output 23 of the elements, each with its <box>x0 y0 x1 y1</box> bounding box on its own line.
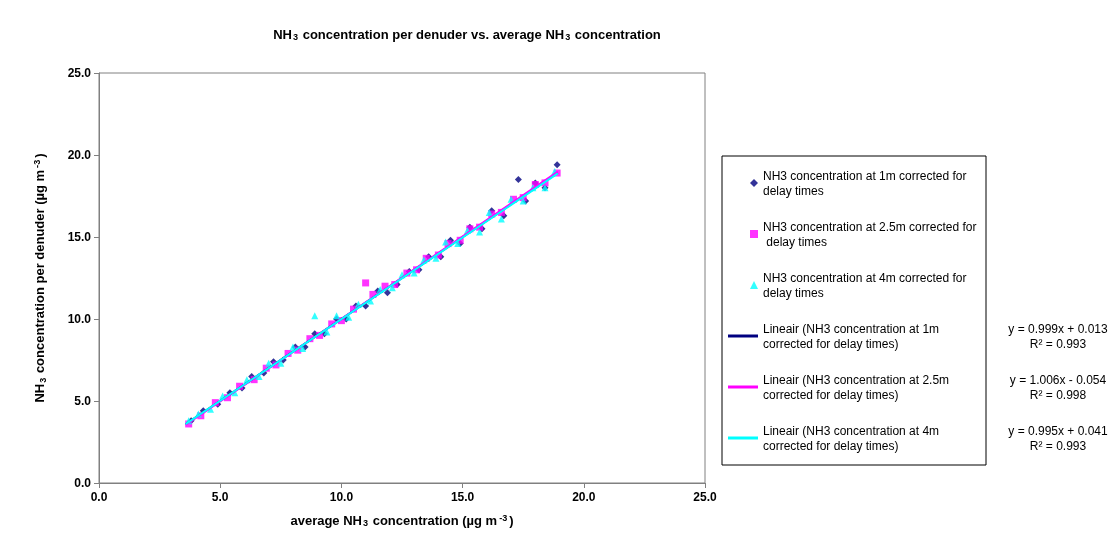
chart-title: NH3 concentration per denuder vs. average NH3 concentration <box>273 26 661 43</box>
legend-label: Lineair (NH3 concentration at 4m corrected for delay times) <box>763 423 943 453</box>
y-axis-title: NH3 concentration per denuder (µg m-3) <box>31 153 48 403</box>
y-tick-label: 25.0 <box>67 66 92 80</box>
x-tick-label: 20.0 <box>572 490 596 504</box>
x-tick-label: 0.0 <box>90 490 108 504</box>
legend-label: Lineair (NH3 concentration at 1m corrected for delay times) <box>763 321 943 351</box>
text: y = 0.995x + 0.041 R² = 0.993 <box>1008 423 1109 453</box>
x-tick-label: 5.0 <box>211 490 229 504</box>
y-tick-label: 5.0 <box>74 394 92 408</box>
y-tick-label: 0.0 <box>74 476 92 490</box>
legend-label: NH3 concentration at 1m corrected for delay times <box>763 168 970 198</box>
x-tick-label: 10.0 <box>329 490 354 504</box>
text: y = 0.999x + 0.013 R² = 0.993 <box>1008 321 1109 351</box>
legend-label: Lineair (NH3 concentration at 2.5m corrected for delay times) <box>763 372 953 402</box>
y-tick-label: 10.0 <box>67 312 92 326</box>
y-tick-label: 20.0 <box>67 148 92 162</box>
x-tick-label: 15.0 <box>450 490 475 504</box>
y-tick-label: 15.0 <box>67 230 92 244</box>
legend-label: NH3 concentration at 2.5m corrected for delay times <box>763 219 977 249</box>
legend-label: NH3 concentration at 4m corrected for delay times <box>763 270 970 300</box>
text: y = 1.006x - 0.054 R² = 0.998 <box>1009 372 1107 402</box>
x-tick-label: 25.0 <box>693 490 717 504</box>
